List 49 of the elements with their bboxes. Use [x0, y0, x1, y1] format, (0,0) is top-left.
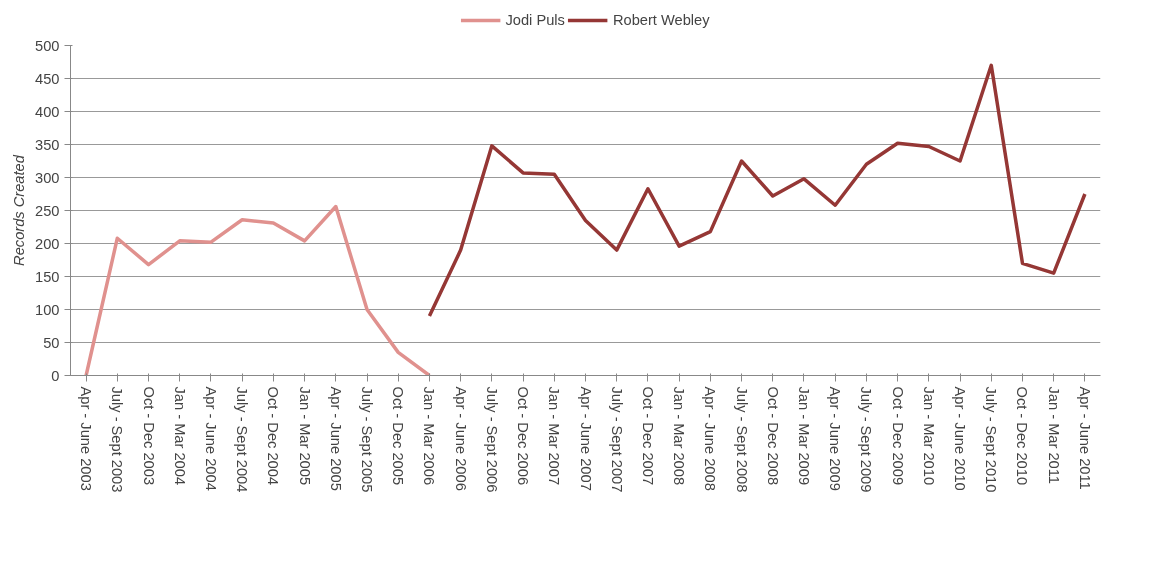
- x-tick-label: Oct - Dec 2003: [140, 386, 157, 486]
- x-tick-label: Apr - June 2011: [1076, 386, 1093, 490]
- x-tick-label: Oct - Dec 2004: [265, 386, 282, 486]
- line-series: [427, 63, 1087, 318]
- x-tick-label: Jan - Mar 2007: [546, 386, 563, 486]
- x-tick-label: Jan - Mar 2011: [1045, 386, 1062, 484]
- y-tick-label: 400: [35, 103, 60, 120]
- x-tick-label: July - Sept 2005: [359, 386, 376, 493]
- x-tick-label: Apr - June 2010: [952, 386, 969, 491]
- x-tick-label: Oct - Dec 2005: [390, 386, 407, 486]
- x-tick-label: Jan - Mar 2006: [421, 386, 438, 486]
- y-tick-label: 450: [35, 70, 60, 87]
- x-tick-label: Apr - June 2005: [327, 386, 344, 491]
- y-tick-label: 100: [35, 301, 60, 318]
- x-tick-label: July - Sept 2009: [858, 386, 875, 493]
- x-tick-label: Oct - Dec 2006: [515, 386, 532, 486]
- x-tick-label: Oct - Dec 2007: [639, 386, 656, 486]
- x-tick-label: July - Sept 2003: [109, 386, 126, 493]
- y-tick-label: 200: [35, 235, 60, 252]
- y-tick-label: 300: [35, 169, 60, 186]
- x-tick-label: July - Sept 2010: [983, 386, 1000, 493]
- y-tick-label: 500: [35, 37, 60, 54]
- x-tick-label: Oct - Dec 2009: [889, 386, 906, 486]
- x-tick-label: July - Sept 2007: [608, 386, 625, 493]
- x-tick-label: Oct - Dec 2010: [1014, 386, 1031, 486]
- y-tick-label: 50: [43, 334, 60, 351]
- x-tick-label: July - Sept 2006: [483, 386, 500, 493]
- x-tick-label: Apr - June 2009: [827, 386, 844, 491]
- x-tick-label: Apr - June 2008: [702, 386, 719, 491]
- y-tick-label: 150: [35, 268, 60, 285]
- x-tick-label: Oct - Dec 2008: [764, 386, 781, 486]
- y-axis-title: Records Created: [11, 154, 28, 266]
- y-tick-label: 350: [35, 136, 60, 153]
- legend-label: Jodi Puls: [505, 12, 565, 28]
- x-tick-label: Jan - Mar 2010: [920, 386, 937, 486]
- x-tick-label: Jan - Mar 2009: [795, 386, 812, 486]
- x-tick-label: Jan - Mar 2005: [296, 386, 313, 486]
- x-tick-label: July - Sept 2004: [234, 386, 251, 493]
- x-tick-label: Apr - June 2004: [202, 386, 219, 491]
- legend-label: Robert Webley: [612, 12, 710, 28]
- line-series: [84, 204, 432, 376]
- x-tick-label: Jan - Mar 2004: [171, 386, 188, 486]
- x-tick-label: Apr - June 2003: [78, 386, 95, 491]
- x-tick-label: July - Sept 2008: [733, 386, 750, 493]
- x-tick-label: Apr - June 2006: [452, 386, 469, 491]
- y-tick-label: 250: [35, 202, 60, 219]
- x-tick-label: Jan - Mar 2008: [671, 386, 688, 486]
- x-tick-label: Apr - June 2007: [577, 386, 594, 491]
- y-tick-label: 0: [51, 367, 60, 384]
